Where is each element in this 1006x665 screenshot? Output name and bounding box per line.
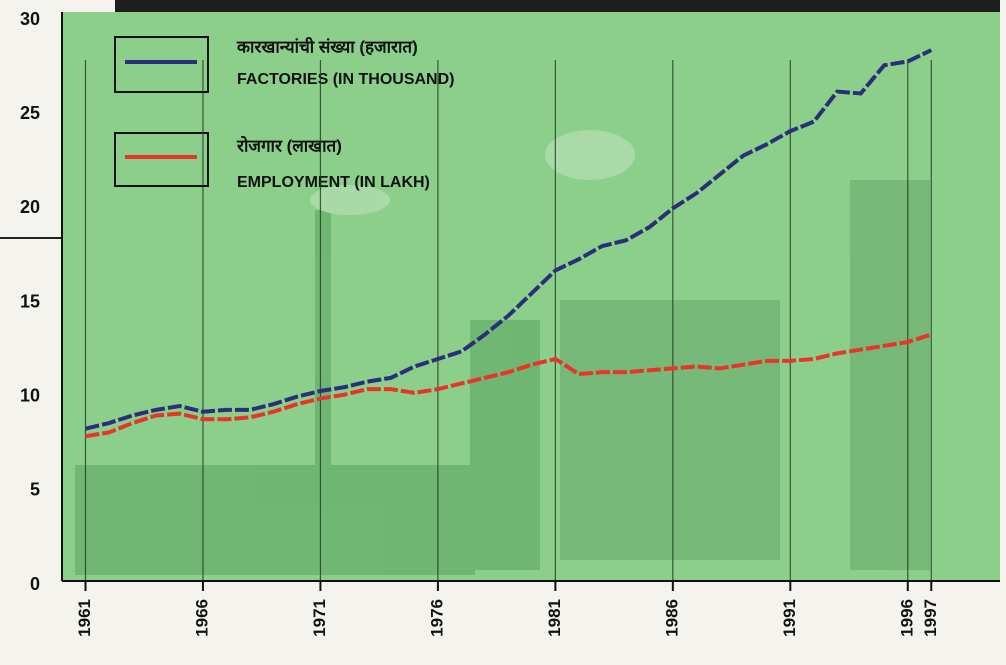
top-band <box>115 0 1000 12</box>
x-tick-label: 1991 <box>780 599 799 637</box>
chart: कारखान्यांची संख्या (हजारात) FACTORIES (… <box>0 0 1006 665</box>
y-tick-label: 20 <box>20 197 40 217</box>
legend-label: FACTORIES (IN THOUSAND) <box>237 71 454 88</box>
x-tick-label: 1997 <box>921 599 940 637</box>
legend-label: EMPLOYMENT (IN LAKH) <box>237 174 430 191</box>
x-tick-label: 1971 <box>310 599 329 637</box>
x-tick-label: 1976 <box>427 599 446 637</box>
x-tick-label: 1996 <box>897 599 916 637</box>
x-tick-label: 1966 <box>192 599 211 637</box>
y-tick-label: 0 <box>30 574 40 594</box>
x-tick-label: 1981 <box>545 599 564 637</box>
y-tick-label: 5 <box>30 480 40 500</box>
legend-label-marathi: रोजगार (लाखात) <box>236 135 342 155</box>
y-tick-label: 10 <box>20 385 40 405</box>
x-tick-label: 1986 <box>662 599 681 637</box>
y-tick-label: 30 <box>20 9 40 29</box>
y-tick-label: 25 <box>20 103 40 123</box>
y-tick-label: 15 <box>20 291 40 311</box>
x-tick-label: 1961 <box>75 599 94 637</box>
legend-label-marathi: कारखान्यांची संख्या (हजारात) <box>236 36 418 56</box>
